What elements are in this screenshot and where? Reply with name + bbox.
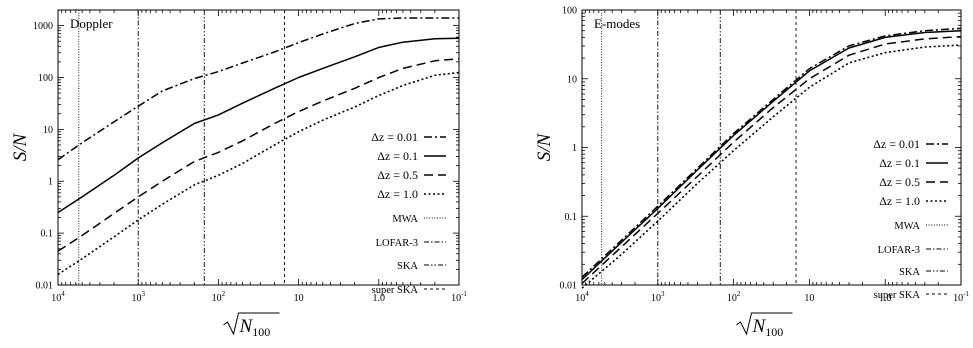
legend-label: Δz = 0.1 — [377, 149, 418, 163]
series-line — [581, 27, 962, 278]
series-line — [581, 35, 962, 285]
doppler-panel: 0.01 0.1 1 10 100 1000 104 103 102 10 1.0 10-1 Doppl… — [10, 9, 467, 339]
legend-label: Δz = 0.1 — [879, 156, 920, 170]
x-axis-label-text: N100 — [752, 316, 784, 339]
x-tick-label: 103 — [651, 290, 665, 304]
legend-label: MWA — [894, 221, 920, 232]
series-line — [57, 71, 460, 276]
y-axis-label: S/N — [10, 132, 31, 161]
series-line — [581, 44, 962, 289]
x-tick-label: 104 — [51, 290, 65, 304]
y-tick-label: 10 — [43, 125, 53, 136]
x-tick-label: 1.0 — [879, 293, 892, 304]
legend-label: Δz = 0.5 — [377, 168, 418, 182]
x-tick-label: 102 — [212, 290, 226, 304]
y-tick-label: 0.01 — [560, 281, 578, 292]
legend-label: SKA — [899, 267, 920, 278]
x-axis-label: N100 — [223, 312, 280, 339]
legend-label: LOFAR-3 — [376, 238, 418, 249]
y-tick-label: 0.1 — [41, 229, 54, 240]
y-tick-label: 1000 — [33, 21, 53, 32]
y-tick-label: 1 — [48, 177, 53, 188]
legend-label: super SKA — [874, 290, 921, 301]
legend-label: Δz = 0.01 — [371, 130, 418, 144]
legend-label: super SKA — [372, 285, 419, 296]
x-tick-label: 10-1 — [451, 290, 467, 304]
x-tick-label: 1.0 — [373, 293, 386, 304]
legend-label: MWA — [392, 214, 418, 225]
x-axis-label: N100 — [736, 312, 793, 339]
y-axis-label: S/N — [534, 132, 555, 161]
emodes-panel: 0.01 0.1 1 10 100 104 103 102 10 1.0 10-1 E-modes Δz… — [534, 6, 969, 340]
y-tick-label: 10 — [567, 74, 577, 85]
legend-label: Δz = 1.0 — [377, 187, 418, 201]
legend-label: Δz = 1.0 — [879, 194, 920, 208]
series-line — [57, 37, 460, 214]
series-line — [57, 17, 459, 161]
series-line — [57, 57, 460, 252]
x-tick-label: 102 — [727, 290, 741, 304]
x-axis-label-text: N100 — [239, 316, 271, 339]
panel-annotation: E-modes — [594, 16, 640, 31]
y-tick-label: 0.1 — [565, 212, 578, 223]
legend-label: LOFAR-3 — [878, 245, 920, 256]
y-tick-label: 1 — [572, 143, 577, 154]
x-tick-label: 103 — [131, 290, 145, 304]
y-tick-label: 100 — [562, 6, 577, 17]
sqrt-sign — [223, 312, 280, 336]
series-line — [581, 29, 962, 281]
legend-label: Δz = 0.5 — [879, 175, 920, 189]
x-tick-label: 10 — [294, 293, 304, 304]
x-tick-label: 10-1 — [953, 290, 969, 304]
panel-annotation: Doppler — [70, 16, 113, 31]
sqrt-sign — [736, 312, 793, 336]
x-tick-label: 104 — [575, 290, 589, 304]
plot-frame — [57, 9, 460, 286]
legend-label: Δz = 0.01 — [873, 137, 920, 151]
y-tick-label: 0.01 — [36, 281, 54, 292]
y-tick-label: 100 — [38, 73, 53, 84]
legend-label: SKA — [397, 261, 418, 272]
x-tick-label: 10 — [804, 293, 814, 304]
